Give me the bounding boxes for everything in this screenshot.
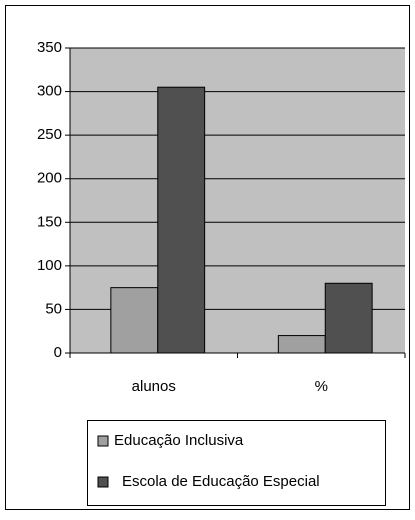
y-tick-label: 350 [37, 39, 62, 56]
bar [157, 86, 206, 354]
bar [324, 282, 373, 354]
y-tick-label: 200 [37, 170, 62, 187]
bar [110, 287, 159, 354]
legend-swatch [97, 435, 109, 447]
bar [277, 335, 326, 354]
x-tick-label: % [315, 378, 328, 395]
y-tick-label: 100 [37, 257, 62, 274]
legend-label: Educação Inclusiva [114, 432, 244, 449]
y-tick-label: 50 [45, 300, 62, 317]
legend [87, 420, 386, 506]
y-tick-label: 0 [54, 344, 62, 361]
y-tick-label: 300 [37, 83, 62, 100]
legend-label: Escola de Educação Especial [122, 473, 320, 490]
legend-swatch [97, 476, 109, 488]
y-tick-label: 150 [37, 213, 62, 230]
y-tick-label: 250 [37, 126, 62, 143]
x-tick-label: alunos [132, 378, 176, 395]
